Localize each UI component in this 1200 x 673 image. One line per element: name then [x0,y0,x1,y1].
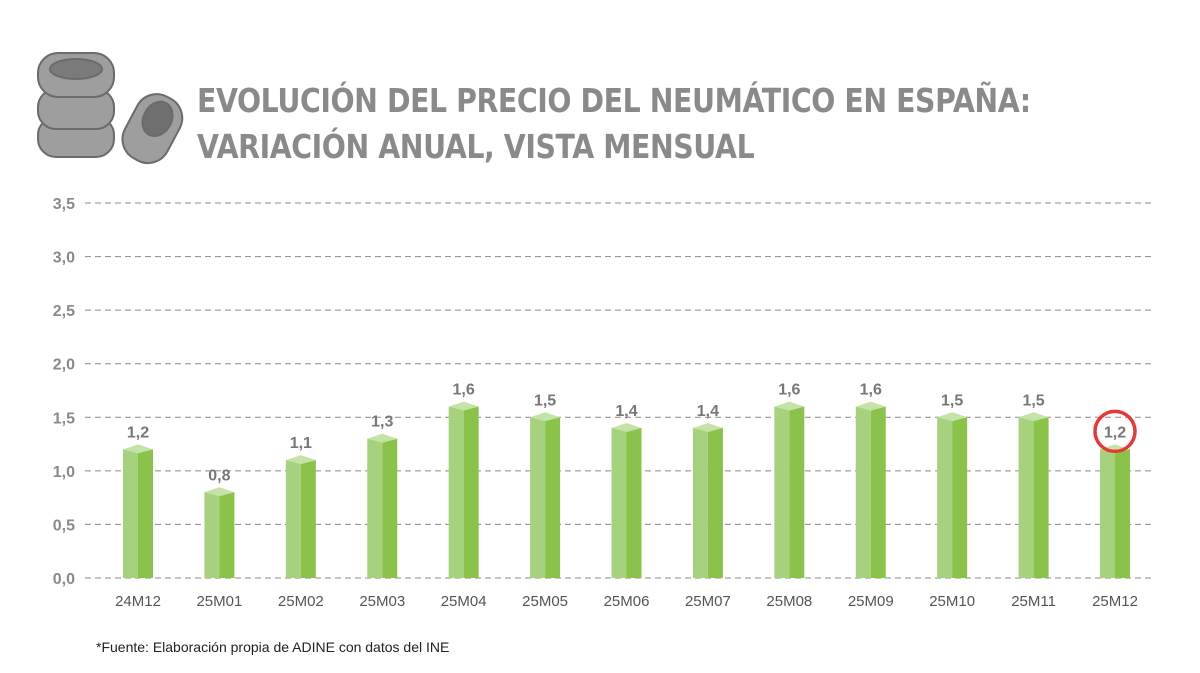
bar-right-face [1115,449,1130,578]
value-label: 1,5 [941,392,963,409]
bar-right-face [870,406,886,578]
x-tick-label: 25M10 [929,593,975,610]
bar-top [855,401,886,411]
bar-left-face [448,406,464,578]
bar-top [692,423,723,432]
bar-top [123,444,153,454]
value-label: 1,1 [290,435,312,452]
highlight-circle [1093,409,1137,454]
bar-right-face [138,449,153,578]
x-tick-label: 25M12 [1092,593,1138,610]
x-tick-label: 25M04 [441,593,487,610]
bar-left-face [123,449,138,578]
bar-left-face [937,417,953,578]
bar-top [367,433,398,443]
y-tick-label: 0,5 [53,517,75,534]
value-label: 1,3 [371,414,393,431]
bar-right-face [1033,417,1049,578]
x-tick-label: 25M07 [685,593,731,610]
x-tick-label: 24M12 [115,593,161,610]
chart-title: EVOLUCIÓN DEL PRECIO DEL NEUMÁTICO EN ES… [197,78,1031,170]
value-label: 1,2 [127,424,149,441]
y-tick-label: 2,5 [53,303,75,320]
bar-top [1018,412,1049,422]
bar-right-face [789,406,805,578]
value-label: 1,4 [615,403,637,420]
bar-top [285,455,316,465]
y-tick-label: 3,5 [53,196,75,213]
y-tick-label: 2,0 [53,357,75,374]
bar-left-face [1018,417,1034,578]
value-label: 1,6 [453,382,475,399]
bar-left-face [285,460,301,578]
bar-left-face [204,492,220,578]
bar-left-face [367,438,383,578]
x-tick-label: 25M05 [522,593,568,610]
value-label: 1,6 [778,382,800,399]
value-label: 1,2 [1104,424,1126,441]
bar-right-face [219,492,235,578]
bar-right-face [463,406,479,578]
y-tick-label: 0,0 [53,571,75,588]
bar-left-face [530,417,546,578]
bar-top [448,401,479,411]
y-tick-label: 1,0 [53,464,75,481]
bar-right-face [300,460,316,578]
x-tick-label: 25M06 [604,593,650,610]
title-line-1: EVOLUCIÓN DEL PRECIO DEL NEUMÁTICO EN ES… [197,81,1031,120]
bar-right-face [545,417,561,578]
bar-right-face [626,428,642,578]
bar-top [937,412,968,422]
value-label: 1,4 [697,403,719,420]
bar-top [774,401,805,411]
x-tick-label: 25M09 [848,593,894,610]
y-tick-label: 1,5 [53,410,75,427]
value-label: 1,5 [1022,392,1044,409]
bar-left-face [611,428,627,578]
x-tick-label: 25M03 [359,593,405,610]
bar-top [530,412,561,422]
bar-right-face [707,428,723,578]
bar-left-face [1100,449,1115,578]
bar-left-face [692,428,708,578]
y-tick-label: 3,0 [53,250,75,267]
bar-top [611,423,642,432]
x-tick-label: 25M02 [278,593,324,610]
tire-stack-icon [37,52,184,165]
bar-left-face [774,406,790,578]
x-tick-label: 25M11 [1011,593,1056,610]
title-line-2: VARIACIÓN ANUAL, VISTA MENSUAL [197,127,755,166]
value-label: 1,5 [534,392,556,409]
x-tick-label: 25M08 [766,593,812,610]
value-label: 1,6 [860,382,882,399]
source-note: *Fuente: Elaboración propia de ADINE con… [96,639,450,655]
bar-right-face [382,438,398,578]
value-label: 0,8 [208,467,230,484]
x-tick-label: 25M01 [196,593,242,610]
bar-right-face [952,417,968,578]
bar-left-face [855,406,871,578]
bar-top [204,487,235,497]
